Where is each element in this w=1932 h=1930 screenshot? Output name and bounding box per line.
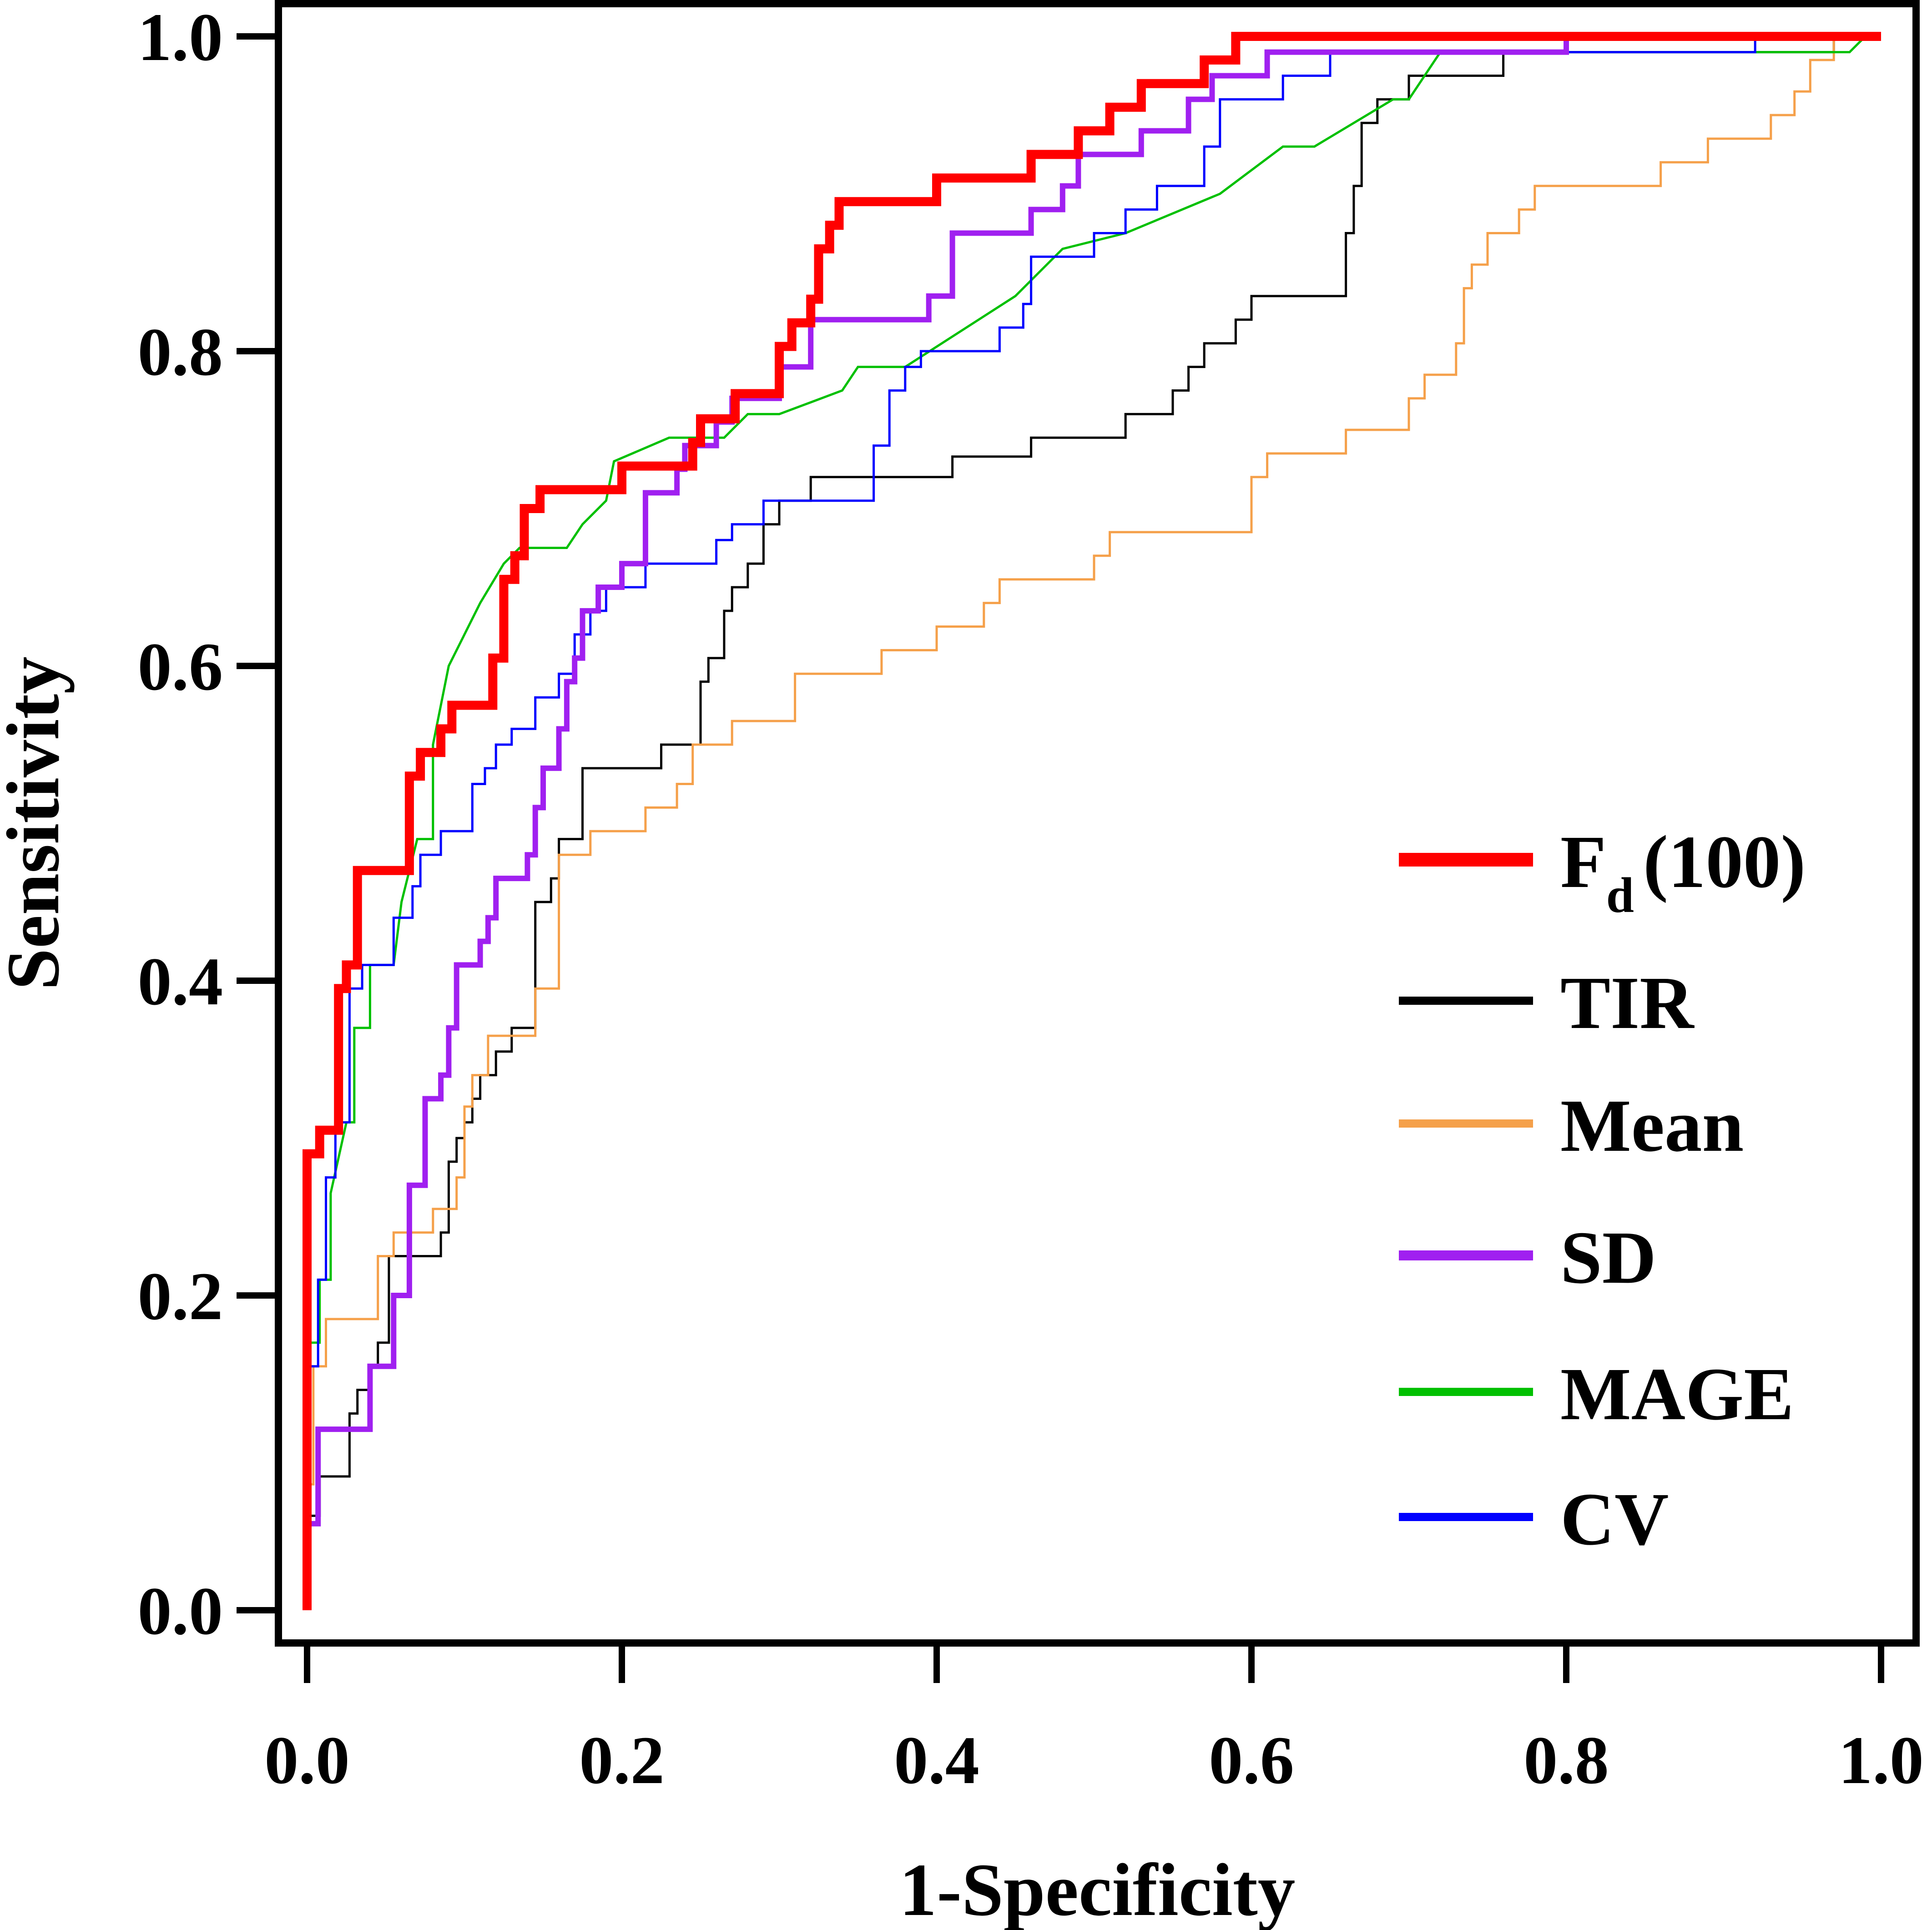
y-tick-label: 0.0 [138, 1573, 223, 1649]
legend-item: CV [1399, 1477, 1669, 1561]
legend: Fd (100) TIR Mean SD MAGE CV [1399, 820, 1806, 1561]
y-axis-title: Sensitivity [0, 656, 75, 990]
y-tick-label: 0.6 [138, 629, 223, 705]
series-line-tir [306, 35, 1881, 1610]
legend-item: SD [1399, 1216, 1656, 1299]
legend-label: SD [1560, 1216, 1656, 1299]
x-tick-label: 1.0 [1838, 1723, 1924, 1798]
legend-item: Fd (100) [1399, 820, 1806, 923]
plot-frame [275, 0, 1920, 1647]
y-tick-label: 0.4 [138, 944, 223, 1019]
y-tick-label: 0.8 [138, 314, 223, 390]
legend-item: MAGE [1399, 1352, 1794, 1436]
series-layer [303, 32, 1881, 1610]
x-tick-label: 0.0 [264, 1723, 350, 1798]
x-tick-label: 0.4 [894, 1723, 979, 1798]
x-tick-label: 0.6 [1209, 1723, 1294, 1798]
plot-border [275, 0, 1920, 1647]
series-line-cv [306, 35, 1881, 1610]
legend-item: TIR [1399, 961, 1695, 1044]
legend-label: TIR [1560, 961, 1695, 1044]
legend-label: Mean [1560, 1084, 1744, 1167]
y-axis: 0.0 0.2 0.4 0.6 0.8 1.0 [138, 0, 278, 1649]
y-tick-label: 0.2 [138, 1259, 223, 1334]
series-line-sd [304, 34, 1881, 1610]
series-line-mean [306, 35, 1881, 1610]
legend-label: MAGE [1560, 1352, 1794, 1436]
legend-item: Mean [1399, 1084, 1744, 1167]
legend-label: Fd (100) [1560, 820, 1806, 923]
x-axis-title: 1-Specificity [899, 1848, 1296, 1930]
x-tick-label: 0.2 [579, 1723, 665, 1798]
x-tick-label: 0.8 [1523, 1723, 1609, 1798]
x-axis: 0.0 0.2 0.4 0.6 0.8 1.0 [264, 1643, 1924, 1798]
series-line-fd-100 [303, 32, 1881, 1610]
legend-label: CV [1560, 1477, 1669, 1561]
y-tick-label: 1.0 [138, 0, 223, 75]
series-line-mage [306, 35, 1881, 1610]
